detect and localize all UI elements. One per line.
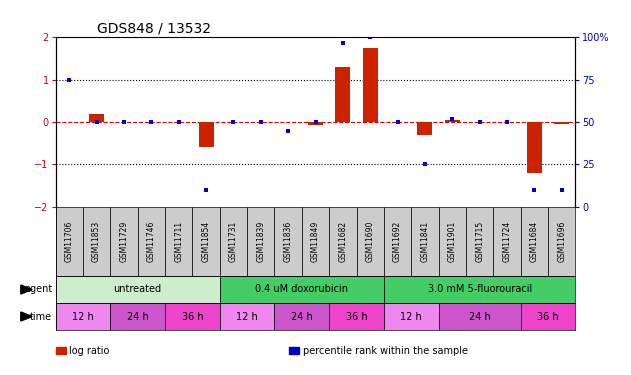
Bar bbox=[384, 276, 575, 303]
Text: GSM11839: GSM11839 bbox=[256, 220, 265, 262]
Text: 3.0 mM 5-fluorouracil: 3.0 mM 5-fluorouracil bbox=[428, 285, 532, 294]
Bar bbox=[274, 207, 302, 276]
Text: GSM11731: GSM11731 bbox=[229, 220, 238, 262]
Text: GSM11853: GSM11853 bbox=[92, 220, 101, 262]
Bar bbox=[165, 207, 192, 276]
Point bbox=[365, 34, 375, 40]
Point bbox=[201, 187, 211, 193]
Bar bbox=[110, 303, 165, 330]
Text: 12 h: 12 h bbox=[236, 312, 258, 321]
Text: GSM11711: GSM11711 bbox=[174, 221, 183, 262]
Bar bbox=[329, 303, 384, 330]
Text: 24 h: 24 h bbox=[127, 312, 148, 321]
Bar bbox=[302, 207, 329, 276]
Bar bbox=[56, 303, 110, 330]
Text: 24 h: 24 h bbox=[469, 312, 490, 321]
Bar bbox=[493, 207, 521, 276]
Text: GSM11841: GSM11841 bbox=[420, 221, 430, 262]
Point bbox=[91, 119, 102, 125]
Text: GDS848 / 13532: GDS848 / 13532 bbox=[97, 22, 211, 36]
Text: time: time bbox=[30, 312, 52, 321]
Bar bbox=[192, 207, 220, 276]
Point bbox=[228, 119, 239, 125]
Bar bbox=[445, 120, 460, 122]
Bar bbox=[110, 207, 138, 276]
Text: GSM11724: GSM11724 bbox=[502, 220, 512, 262]
Point bbox=[146, 119, 156, 125]
Text: GSM11692: GSM11692 bbox=[393, 220, 402, 262]
Bar bbox=[521, 303, 575, 330]
Bar bbox=[83, 207, 110, 276]
Text: GSM11690: GSM11690 bbox=[366, 220, 375, 262]
Text: GSM11682: GSM11682 bbox=[338, 221, 347, 262]
Bar bbox=[56, 276, 220, 303]
Text: GSM11854: GSM11854 bbox=[201, 220, 211, 262]
Bar bbox=[220, 207, 247, 276]
Bar bbox=[548, 207, 575, 276]
Bar bbox=[521, 207, 548, 276]
Bar bbox=[466, 207, 493, 276]
Text: 36 h: 36 h bbox=[537, 312, 559, 321]
Point bbox=[392, 119, 403, 125]
Point bbox=[420, 161, 430, 167]
Bar bbox=[220, 303, 274, 330]
Text: 0.4 uM doxorubicin: 0.4 uM doxorubicin bbox=[256, 285, 348, 294]
Text: GSM11849: GSM11849 bbox=[311, 220, 320, 262]
Bar bbox=[439, 303, 521, 330]
Text: GSM11836: GSM11836 bbox=[284, 220, 293, 262]
Bar bbox=[308, 122, 323, 126]
Text: GSM11706: GSM11706 bbox=[65, 220, 74, 262]
Text: GSM11729: GSM11729 bbox=[119, 220, 129, 262]
Point bbox=[256, 119, 266, 125]
Bar bbox=[384, 303, 439, 330]
Text: GSM11684: GSM11684 bbox=[530, 220, 539, 262]
Point bbox=[502, 119, 512, 125]
Text: log ratio: log ratio bbox=[69, 346, 110, 355]
Point bbox=[475, 119, 485, 125]
Bar bbox=[274, 303, 329, 330]
Text: 36 h: 36 h bbox=[346, 312, 367, 321]
Text: GSM11696: GSM11696 bbox=[557, 220, 566, 262]
Text: 12 h: 12 h bbox=[401, 312, 422, 321]
Bar bbox=[357, 207, 384, 276]
Bar bbox=[220, 276, 384, 303]
Bar bbox=[384, 207, 411, 276]
Bar bbox=[138, 207, 165, 276]
Point bbox=[310, 119, 321, 125]
Point bbox=[557, 187, 567, 193]
Bar bbox=[439, 207, 466, 276]
Text: untreated: untreated bbox=[114, 285, 162, 294]
Text: 24 h: 24 h bbox=[291, 312, 313, 321]
Bar bbox=[418, 122, 432, 135]
Point bbox=[119, 119, 129, 125]
Bar bbox=[165, 303, 220, 330]
Point bbox=[64, 77, 74, 83]
Text: GSM11746: GSM11746 bbox=[147, 220, 156, 262]
Text: 12 h: 12 h bbox=[72, 312, 94, 321]
Bar bbox=[335, 67, 350, 122]
Point bbox=[529, 187, 540, 193]
Text: agent: agent bbox=[24, 285, 52, 294]
Text: 36 h: 36 h bbox=[182, 312, 203, 321]
Bar bbox=[89, 114, 104, 122]
Text: GSM11715: GSM11715 bbox=[475, 220, 484, 262]
Bar bbox=[247, 207, 274, 276]
Bar bbox=[199, 122, 213, 147]
Point bbox=[283, 128, 293, 134]
Bar bbox=[56, 207, 83, 276]
Point bbox=[174, 119, 184, 125]
Point bbox=[447, 116, 457, 122]
Bar bbox=[329, 207, 357, 276]
Bar bbox=[411, 207, 439, 276]
Bar bbox=[363, 48, 378, 122]
Text: percentile rank within the sample: percentile rank within the sample bbox=[303, 346, 468, 355]
Point bbox=[338, 40, 348, 46]
Bar bbox=[554, 122, 569, 124]
Text: GSM11901: GSM11901 bbox=[448, 220, 457, 262]
Bar bbox=[527, 122, 542, 173]
